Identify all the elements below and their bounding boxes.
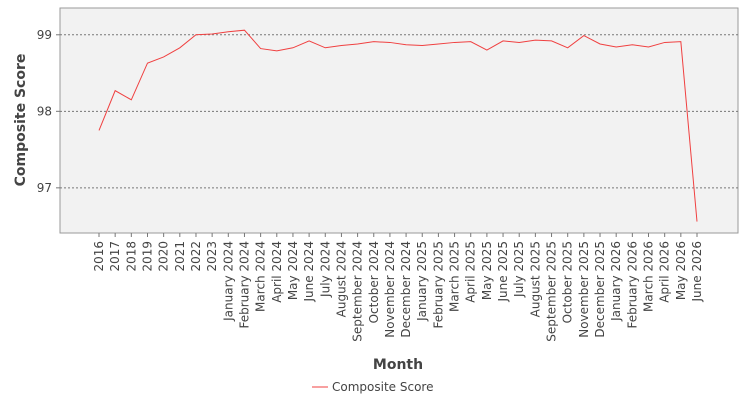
x-tick-label: January 2024 xyxy=(221,241,235,322)
x-tick-label: August 2024 xyxy=(334,241,348,317)
x-axis-title: Month xyxy=(373,357,423,373)
plot-area xyxy=(59,7,739,234)
x-tick-label: December 2024 xyxy=(399,241,413,338)
x-tick-label: 2019 xyxy=(140,241,154,272)
x-tick-label: March 2024 xyxy=(254,241,268,312)
x-tick-label: June 2025 xyxy=(496,241,510,303)
x-tick-label: 2022 xyxy=(189,241,203,272)
x-tick-label: August 2025 xyxy=(528,241,542,317)
x-tick-label: 2016 xyxy=(92,241,106,272)
x-tick-label: November 2025 xyxy=(577,241,591,338)
x-tick-label: February 2024 xyxy=(237,241,251,329)
x-tick-label: 2020 xyxy=(157,241,171,272)
x-tick-label: May 2024 xyxy=(286,241,300,300)
line xyxy=(98,29,698,222)
y-tick-label: 97 xyxy=(37,181,52,195)
x-tick-label: September 2025 xyxy=(545,241,559,342)
x-tick-label: October 2024 xyxy=(367,241,381,323)
x-tick-label: December 2025 xyxy=(593,241,607,338)
x-tick-label: November 2024 xyxy=(383,241,397,338)
x-tick-label: July 2024 xyxy=(318,241,332,298)
x-tick-label: 2017 xyxy=(108,241,122,272)
x-tick-label: March 2025 xyxy=(448,241,462,312)
x-tick-label: March 2026 xyxy=(642,241,656,312)
y-axis-title: Composite Score xyxy=(13,54,29,187)
x-tick-label: July 2025 xyxy=(512,241,526,298)
y-tick-label: 98 xyxy=(37,104,52,118)
x-tick-label: June 2024 xyxy=(302,241,316,303)
x-tick-label: February 2025 xyxy=(431,241,445,329)
x-tick-label: 2023 xyxy=(205,241,219,272)
y-tick-label: 99 xyxy=(37,28,52,42)
x-tick-label: April 2026 xyxy=(658,241,672,303)
x-tick-label: April 2025 xyxy=(464,241,478,303)
x-tick-label: June 2026 xyxy=(690,241,704,303)
x-tick-label: 2021 xyxy=(173,241,187,272)
x-tick-label: September 2024 xyxy=(351,241,365,342)
x-tick-label: February 2026 xyxy=(625,241,639,329)
x-tick-label: 2018 xyxy=(124,241,138,272)
x-tick-label: October 2025 xyxy=(561,241,575,323)
legend-label: Composite Score xyxy=(332,380,433,394)
x-tick-label: May 2025 xyxy=(480,241,494,300)
x-tick-label: January 2025 xyxy=(415,241,429,322)
x-tick-label: January 2026 xyxy=(609,241,623,322)
x-tick-label: April 2024 xyxy=(270,241,284,303)
x-tick-label: May 2026 xyxy=(674,241,688,300)
